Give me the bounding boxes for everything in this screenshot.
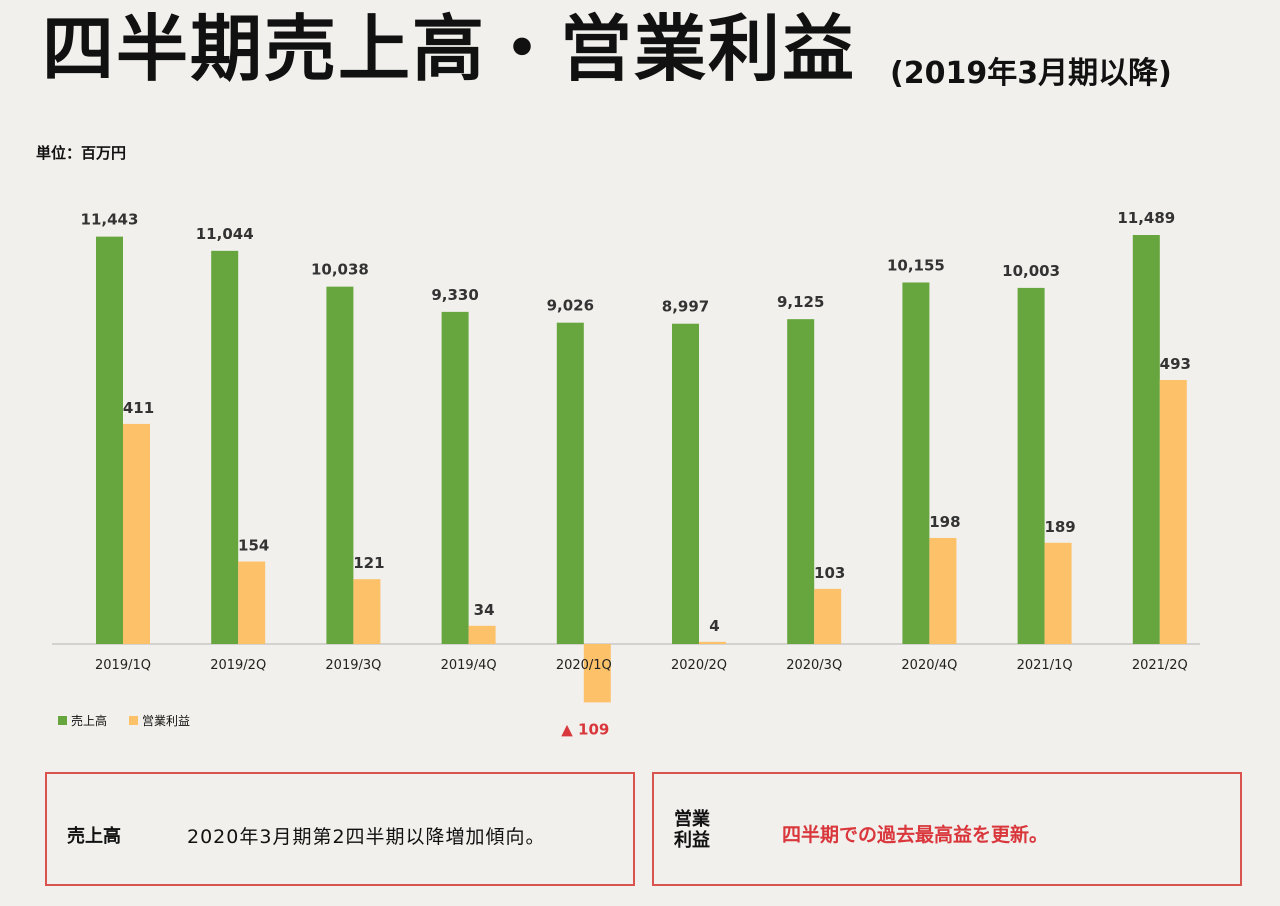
profit-data-label: 34 xyxy=(474,601,495,619)
sales-data-label: 10,038 xyxy=(311,261,369,279)
x-tick-label: 2019/4Q xyxy=(441,658,497,673)
profit-bar xyxy=(123,423,150,644)
profit-data-label: 103 xyxy=(814,564,845,582)
x-tick-label: 2019/3Q xyxy=(325,658,381,673)
sales-data-label: 9,330 xyxy=(431,286,478,304)
profit-bar xyxy=(929,537,957,644)
page-subtitle: (2019年3月期以降) xyxy=(890,56,1172,91)
bar-chart: 11,443 411 2019/1Q 11,044 154 2019/2Q 10,038 12… xyxy=(52,209,1200,738)
sales-data-label: 9,125 xyxy=(777,293,824,311)
sales-bar xyxy=(1017,287,1045,644)
sales-data-label: 10,155 xyxy=(887,256,945,274)
profit-bar xyxy=(1159,380,1187,644)
sales-note-label: 売上高 xyxy=(67,826,121,847)
sales-data-label: 11,489 xyxy=(1117,209,1175,227)
profit-bar xyxy=(1044,542,1072,644)
profit-negative-data-label: ▲ 109 xyxy=(561,720,609,738)
chart-legend: 売上高 営業利益 xyxy=(58,712,190,729)
profit-note-label: 営業 利益 xyxy=(674,809,710,851)
profit-data-label: 154 xyxy=(238,537,269,555)
profit-data-label: 493 xyxy=(1160,355,1191,373)
profit-bar xyxy=(238,561,266,644)
x-tick-label: 2021/2Q xyxy=(1132,658,1188,673)
profit-data-label: 189 xyxy=(1044,518,1075,536)
profit-bar xyxy=(814,588,842,644)
sales-bar xyxy=(556,322,584,644)
sales-note-text: 2020年3月期第2四半期以降増加傾向。 xyxy=(187,826,546,848)
sales-data-label: 8,997 xyxy=(662,298,709,316)
legend-label-profit: 営業利益 xyxy=(142,714,191,728)
legend-label-sales: 売上高 xyxy=(71,714,108,728)
profit-bar xyxy=(583,644,611,703)
x-tick-label: 2019/2Q xyxy=(210,658,266,673)
page-title: 四半期売上高・営業利益 xyxy=(42,7,857,91)
sales-note-box: 売上高 2020年3月期第2四半期以降増加傾向。 xyxy=(45,772,635,886)
x-tick-label: 2020/3Q xyxy=(786,658,842,673)
profit-bar xyxy=(353,579,381,644)
sales-data-label: 10,003 xyxy=(1002,262,1060,280)
legend-swatch-profit xyxy=(129,716,139,725)
legend-item-sales: 売上高 xyxy=(58,712,107,729)
profit-data-label: 198 xyxy=(929,513,960,531)
profit-bar xyxy=(468,625,496,644)
sales-bar xyxy=(326,286,354,644)
sales-bar xyxy=(96,236,123,644)
profit-note-box: 営業 利益 四半期での過去最高益を更新。 xyxy=(652,772,1242,886)
sales-data-label: 11,044 xyxy=(196,225,254,243)
sales-bar xyxy=(1132,235,1160,644)
profit-data-label: 4 xyxy=(709,617,719,635)
x-tick-label: 2020/2Q xyxy=(671,658,727,673)
sales-bar xyxy=(787,319,815,644)
x-tick-label: 2019/1Q xyxy=(95,658,151,673)
x-tick-label: 2020/1Q xyxy=(556,658,612,673)
sales-bar xyxy=(211,250,239,644)
sales-bar xyxy=(672,323,699,644)
unit-label: 単位：百万円 xyxy=(36,144,127,162)
sales-bar xyxy=(441,311,469,644)
profit-data-label: 411 xyxy=(123,399,154,417)
legend-item-profit: 営業利益 xyxy=(129,712,190,729)
x-tick-label: 2020/4Q xyxy=(901,658,957,673)
legend-swatch-sales xyxy=(58,716,67,725)
x-tick-label: 2021/1Q xyxy=(1017,658,1073,673)
sales-data-label: 11,443 xyxy=(81,211,139,229)
sales-data-label: 9,026 xyxy=(547,297,594,315)
profit-data-label: 121 xyxy=(353,554,384,572)
profit-note-text: 四半期での過去最高益を更新。 xyxy=(782,824,1049,846)
sales-bar xyxy=(902,282,930,644)
profit-bar xyxy=(699,641,726,644)
